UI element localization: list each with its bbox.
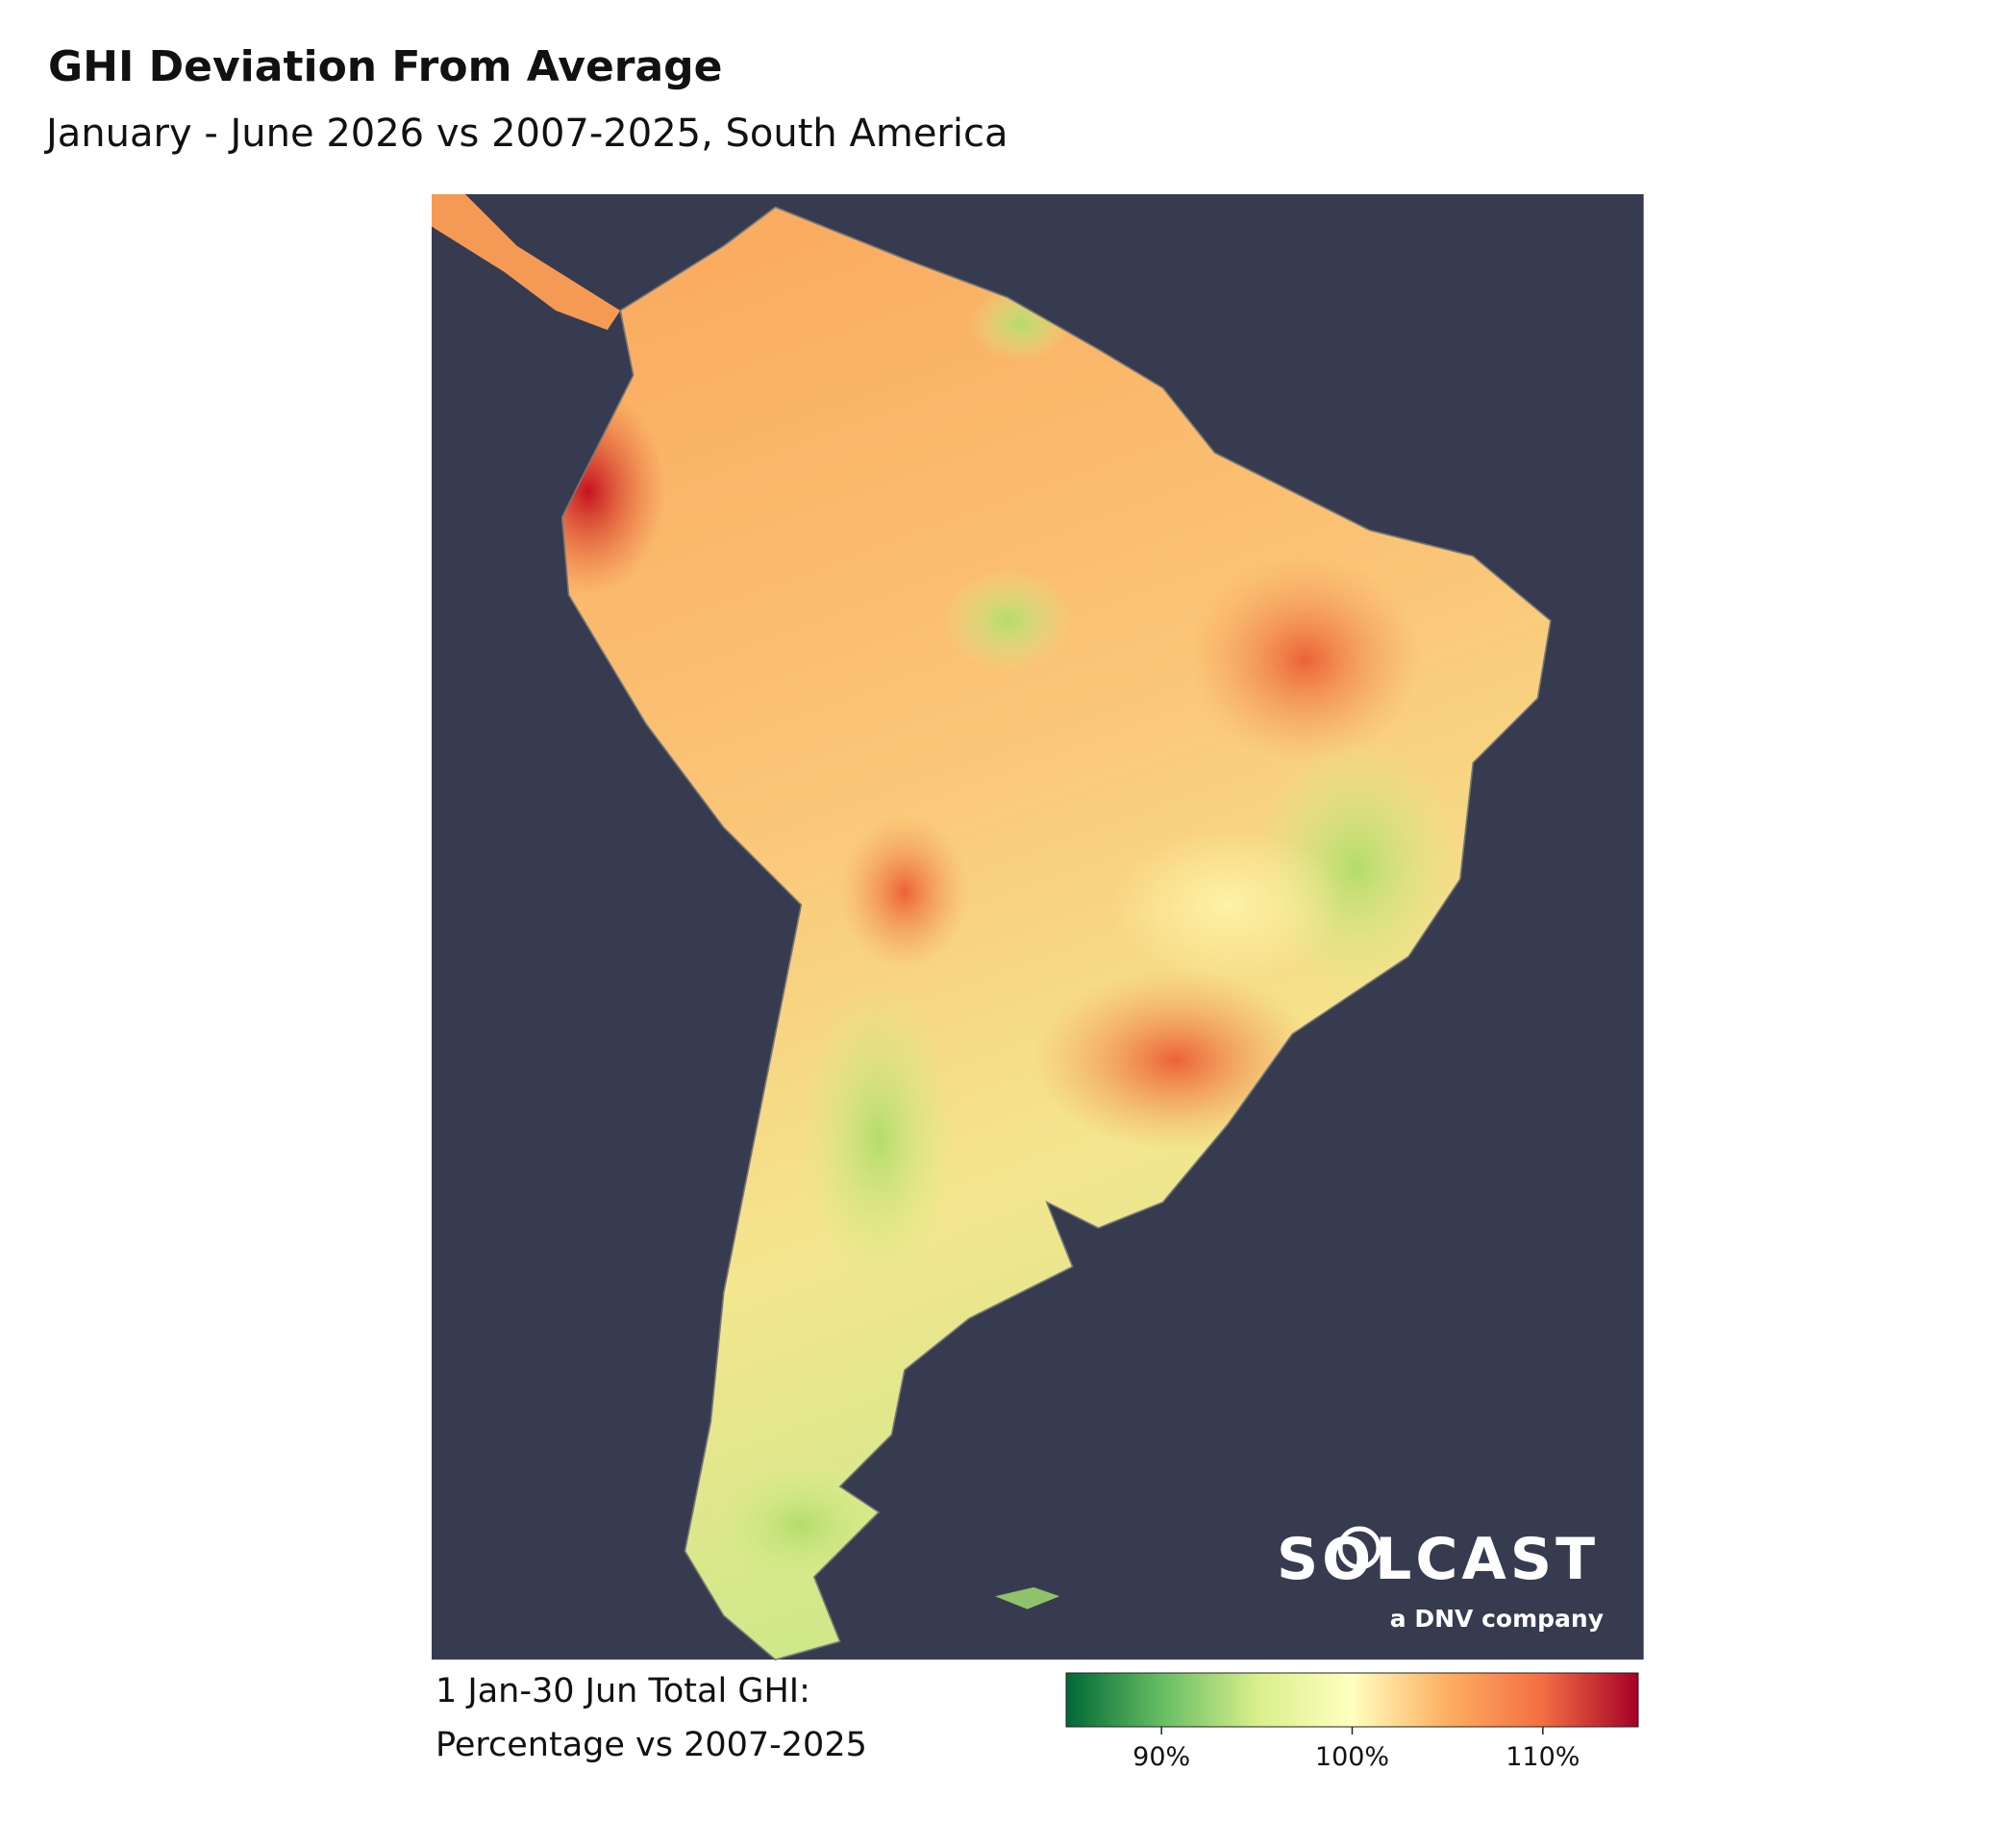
logo-tagline: a DNV company <box>1390 1605 1604 1633</box>
colorbar-tick-label: 110% <box>1506 1742 1580 1772</box>
logo-name: SOLCAST <box>1277 1526 1599 1593</box>
central-america <box>432 194 621 331</box>
legend-title: Percentage vs 2007-2025 <box>436 1726 867 1764</box>
logo-mark <box>1337 1526 1381 1570</box>
colorbar-tick-label: 100% <box>1315 1742 1389 1772</box>
logo: SOLCAST a DNV company <box>1277 1526 1604 1633</box>
colorbar-tick-label: 90% <box>1132 1742 1190 1772</box>
map <box>432 194 1644 1660</box>
colorbar <box>1065 1672 1639 1728</box>
falklands <box>994 1586 1060 1610</box>
map-subtitle: January - June 2026 vs 2007-2025, South … <box>43 112 1008 156</box>
legend-title: 1 Jan-30 Jun Total GHI: <box>436 1672 810 1710</box>
map-title: GHI Deviation From Average <box>48 42 723 91</box>
